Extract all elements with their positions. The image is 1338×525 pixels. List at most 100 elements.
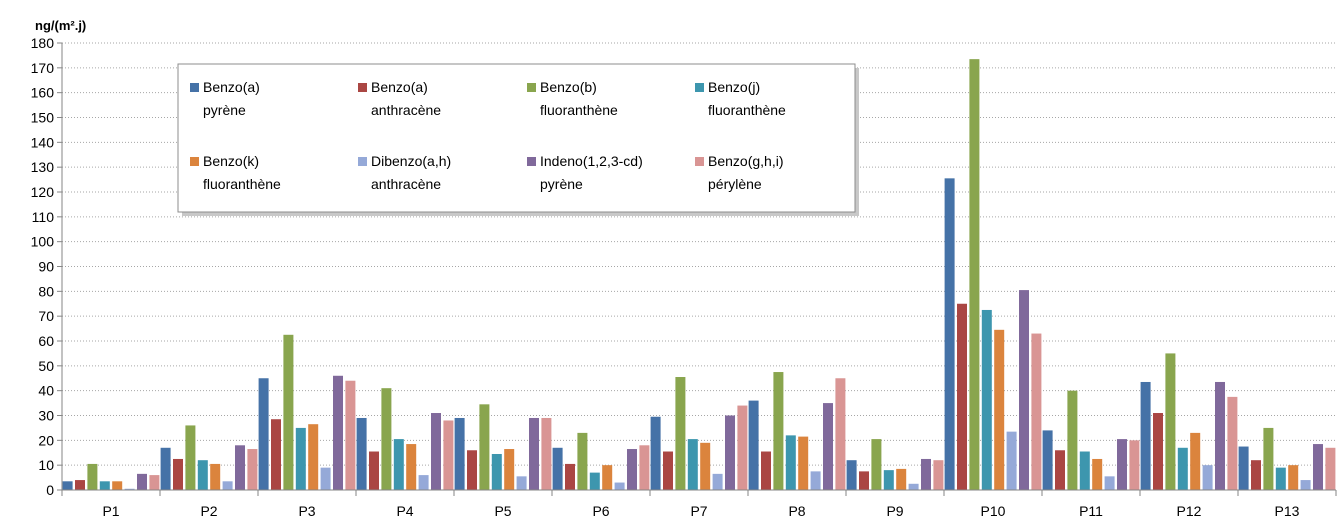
bar — [516, 476, 527, 490]
y-tick-label: 150 — [31, 110, 55, 126]
legend-label: Benzo(j) — [708, 79, 760, 95]
x-tick-label: P12 — [1177, 503, 1202, 519]
legend-items: Benzo(a) pyrène Benzo(a) anthracène Benzo(b)… — [190, 79, 786, 192]
bar — [614, 482, 625, 490]
legend-label: Benzo(g,h,i) — [708, 153, 783, 169]
bar — [406, 444, 417, 490]
bar — [969, 59, 980, 491]
legend-item: Benzo(a) pyrène — [190, 79, 260, 118]
bar — [748, 400, 759, 490]
bar — [565, 463, 575, 490]
bar — [761, 451, 771, 490]
legend-label: fluoranthène — [203, 176, 281, 192]
bar — [1153, 413, 1163, 490]
x-tick-label: P7 — [690, 503, 707, 519]
bar — [149, 475, 160, 490]
bar — [981, 309, 992, 490]
bar — [1215, 381, 1225, 490]
bar — [1042, 430, 1053, 490]
y-tick-label: 50 — [38, 358, 54, 374]
y-tick-label: 20 — [38, 432, 54, 448]
legend-swatch — [527, 83, 536, 92]
y-tick-label: 10 — [38, 457, 54, 473]
bar — [687, 439, 698, 490]
bar — [1300, 480, 1311, 490]
bar — [1313, 444, 1323, 490]
bar — [896, 468, 907, 490]
y-tick-label: 140 — [31, 134, 55, 150]
bar — [541, 417, 552, 490]
bars — [62, 59, 1336, 491]
y-tick-label: 120 — [31, 184, 55, 200]
bar — [725, 415, 735, 490]
bar — [454, 417, 465, 490]
x-tick-label: P9 — [886, 503, 903, 519]
bar — [1019, 290, 1029, 490]
bar — [320, 467, 331, 490]
bar — [737, 405, 748, 490]
legend-label: Indeno(1,2,3-cd) — [540, 153, 643, 169]
bar — [712, 473, 723, 490]
x-tick-label: P1 — [102, 503, 119, 519]
bar — [871, 439, 882, 490]
legend-swatch — [695, 157, 704, 166]
legend-swatch — [695, 83, 704, 92]
legend-box — [177, 63, 856, 213]
bar — [356, 417, 367, 490]
y-tick-label: 0 — [46, 482, 54, 498]
legend-label: pyrène — [203, 102, 246, 118]
x-tick-label: P8 — [788, 503, 805, 519]
legend-item: Dibenzo(a,h) anthracène — [358, 153, 451, 192]
bar — [418, 475, 429, 490]
bar — [944, 178, 955, 490]
bar — [627, 449, 637, 490]
bar — [491, 453, 502, 490]
bar — [908, 483, 919, 490]
bar — [1227, 396, 1238, 490]
bar — [87, 463, 98, 490]
bar — [295, 427, 306, 490]
y-tick-label: 60 — [38, 333, 54, 349]
bar — [185, 425, 196, 490]
legend-item: Benzo(g,h,i) pérylène — [695, 153, 783, 192]
bar — [1190, 432, 1201, 490]
legend-label: Benzo(a) — [203, 79, 260, 95]
x-tick-label: P2 — [200, 503, 217, 519]
legend-label: anthracène — [371, 176, 441, 192]
bar — [663, 451, 673, 490]
bar — [1288, 465, 1299, 490]
bar — [1104, 476, 1115, 490]
legend-label: Benzo(b) — [540, 79, 597, 95]
bar — [1165, 353, 1176, 490]
bar — [333, 375, 343, 490]
y-tick-label: 160 — [31, 85, 55, 101]
legend-item: Benzo(b) fluoranthène — [527, 79, 618, 118]
bar — [467, 450, 477, 490]
bar — [1092, 458, 1103, 490]
x-tick-label: P3 — [298, 503, 315, 519]
bar — [210, 463, 221, 490]
legend-label: pyrène — [540, 176, 583, 192]
bar — [381, 388, 392, 490]
y-axis-label: ng/(m².j) — [35, 18, 86, 33]
bar — [957, 303, 967, 490]
bar — [1325, 447, 1336, 490]
bar — [283, 334, 294, 490]
bar — [529, 417, 539, 490]
legend-item: Benzo(k) fluoranthène — [190, 153, 281, 192]
legend-swatch — [190, 157, 199, 166]
x-tick-label: P4 — [396, 503, 413, 519]
bar — [62, 481, 73, 490]
bar — [124, 488, 135, 490]
bar — [99, 481, 110, 490]
legend: Benzo(a) pyrène Benzo(a) anthracène Benzo(b)… — [177, 63, 859, 216]
legend-swatch — [527, 157, 536, 166]
bar — [235, 445, 245, 490]
y-tick-label: 170 — [31, 60, 55, 76]
y-tick-label: 90 — [38, 259, 54, 275]
bar — [798, 436, 809, 490]
legend-label: Benzo(k) — [203, 153, 259, 169]
bar — [823, 403, 833, 490]
bar — [393, 439, 404, 490]
